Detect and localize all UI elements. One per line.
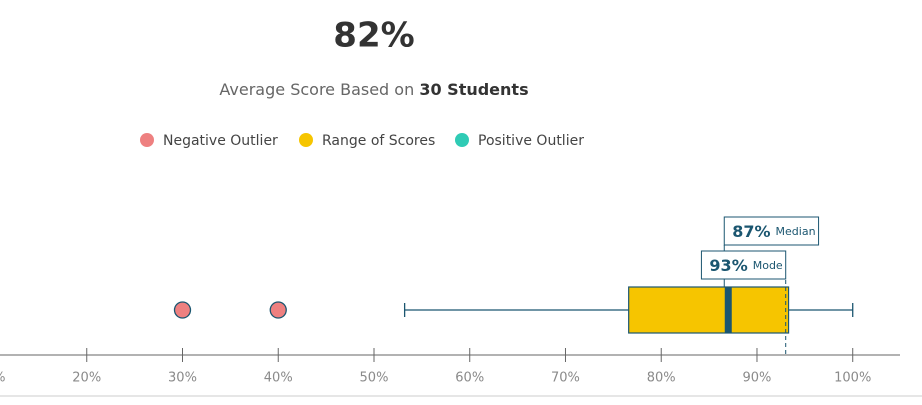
x-tick-label: 90% [743, 371, 772, 386]
legend-label: Range of Scores [322, 133, 435, 149]
annotation-label: Mode [753, 259, 783, 272]
annotation-label: Median [776, 225, 816, 238]
annotation: 93% Mode [700, 250, 787, 355]
subtitle-count: 30 Students [419, 80, 528, 99]
annotation-text: 87% Median [732, 222, 815, 241]
x-tick-label: 60% [455, 371, 484, 386]
x-tick-label: 20% [72, 371, 101, 386]
annotation-box [700, 250, 787, 280]
x-tick-label: 40% [264, 371, 293, 386]
subtitle-text: Average Score Based on [219, 80, 414, 99]
annotation-text: 93% Mode [709, 256, 783, 275]
annotation-value: 87% [732, 222, 770, 241]
chart-title: 82% [333, 16, 414, 56]
box [628, 286, 790, 334]
x-tick-label: 70% [551, 371, 580, 386]
legend-swatch [455, 133, 469, 147]
legend-swatch [299, 133, 313, 147]
legend-label: Negative Outlier [163, 133, 278, 149]
outlier [269, 301, 287, 319]
x-tick-label: 80% [647, 371, 676, 386]
legend-swatch [140, 133, 154, 147]
x-tick-label: 30% [168, 371, 197, 386]
x-tick-label: 50% [360, 371, 389, 386]
outlier [173, 301, 192, 319]
median-bar [724, 287, 732, 333]
annotation-box [723, 216, 820, 246]
x-tick-label: 100% [834, 371, 871, 386]
annotation-value: 93% [709, 256, 747, 275]
legend-label: Positive Outlier [478, 133, 584, 149]
chart-subtitle: Average Score Based on 30 Students [219, 80, 528, 99]
x-tick-label: 10% [0, 371, 5, 386]
